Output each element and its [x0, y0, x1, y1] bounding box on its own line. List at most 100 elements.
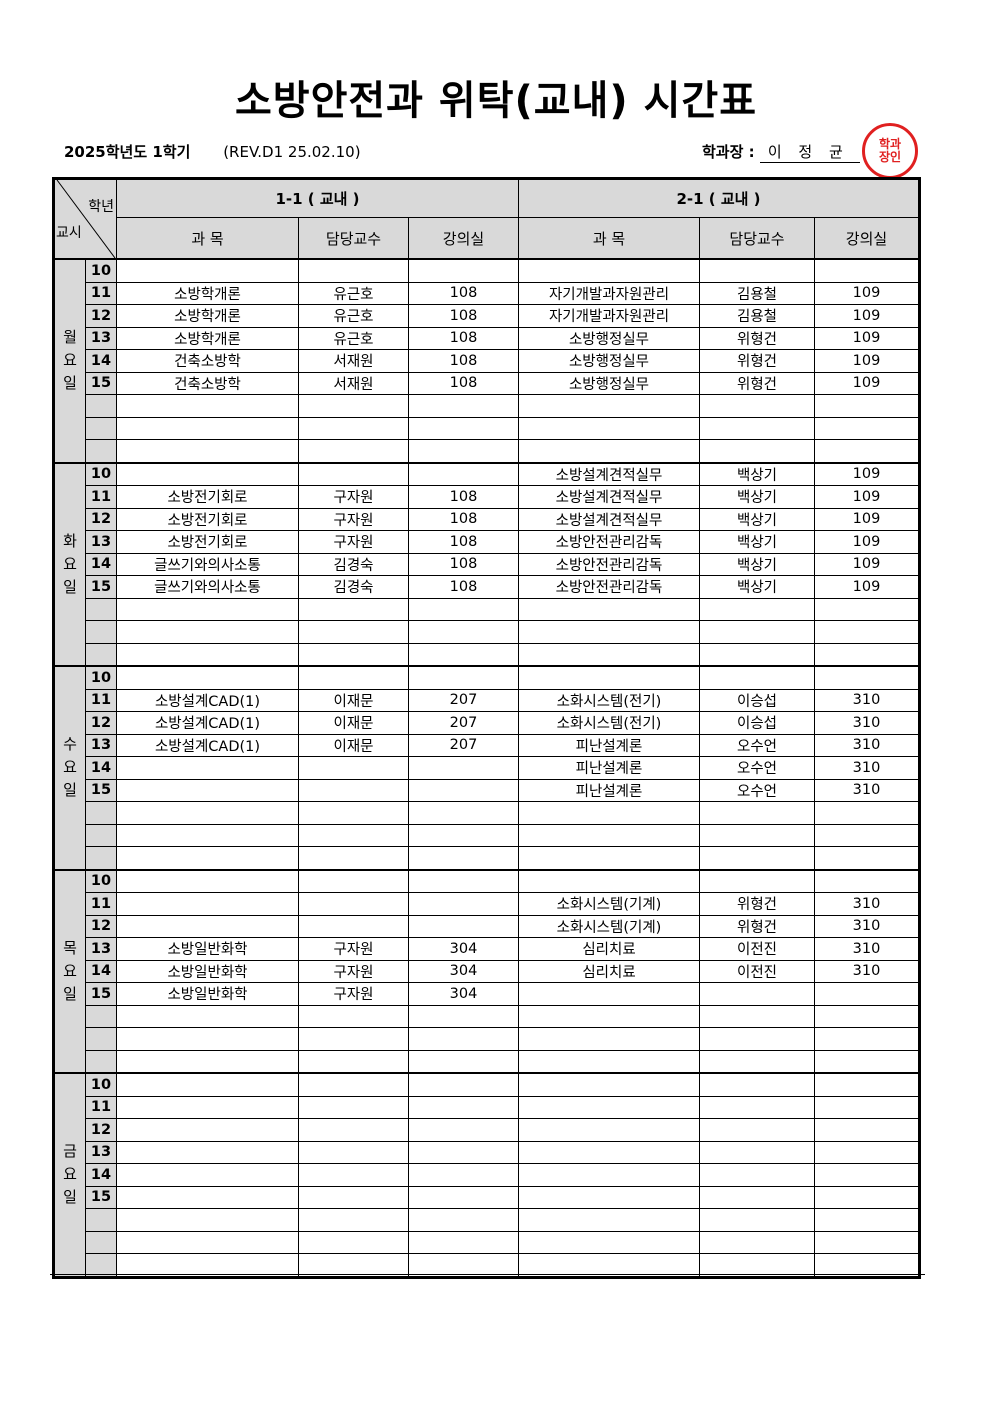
professor-1-1-cell — [298, 394, 409, 418]
room-2-1-cell — [814, 416, 920, 440]
professor-1-1-cell — [298, 914, 409, 938]
professor-2-1-cell — [699, 620, 815, 644]
table-row: 12 소방학개론 유근호 108 자기개발과자원관리 김용철 109 — [54, 304, 920, 328]
room-2-1-cell: 109 — [814, 461, 920, 486]
professor-1-1-cell — [298, 868, 409, 893]
subject-1-1-cell: 글쓰기와의사소통 — [116, 552, 299, 576]
room-1-1-cell: 108 — [408, 575, 519, 599]
subject-2-1-cell — [518, 1253, 700, 1278]
room-1-1-cell: 108 — [408, 371, 519, 395]
subject-1-1-cell: 건축소방학 — [116, 349, 299, 373]
subject-2-1-cell — [518, 1163, 700, 1187]
subject-2-1-cell: 소방안전관리감독 — [518, 530, 700, 554]
subject-2-1-cell: 소방행정실무 — [518, 371, 700, 395]
subject-2-1-cell: 자기개발과자원관리 — [518, 304, 700, 328]
day-cell: 목요일 — [53, 868, 86, 1074]
subject-2-1-cell: 소방행정실무 — [518, 349, 700, 373]
subject-1-1-cell: 소방학개론 — [116, 281, 299, 305]
period-cell — [85, 801, 117, 825]
table-row: 15 — [54, 1185, 920, 1209]
room-1-1-cell — [408, 1185, 519, 1209]
col-professor: 담당교수 — [699, 217, 815, 260]
period-cell: 12 — [85, 711, 117, 735]
room-1-1-cell: 108 — [408, 507, 519, 531]
subject-2-1-cell: 소방안전관리감독 — [518, 552, 700, 576]
professor-1-1-cell: 구자원 — [298, 959, 409, 983]
room-1-1-cell — [408, 1004, 519, 1028]
subject-2-1-cell: 자기개발과자원관리 — [518, 281, 700, 305]
subject-1-1-cell: 건축소방학 — [116, 371, 299, 395]
professor-1-1-cell — [298, 756, 409, 780]
professor-2-1-cell — [699, 1027, 815, 1051]
period-cell: 13 — [85, 937, 117, 961]
room-2-1-cell: 109 — [814, 349, 920, 373]
period-cell: 13 — [85, 1140, 117, 1164]
subject-2-1-cell: 심리치료 — [518, 937, 700, 961]
room-2-1-cell — [814, 801, 920, 825]
professor-1-1-cell: 김경숙 — [298, 575, 409, 599]
table-row — [54, 1230, 920, 1254]
professor-2-1-cell — [699, 1072, 815, 1097]
table-row: 11 — [54, 1095, 920, 1119]
table-row: 14 피난설계론 오수언 310 — [54, 756, 920, 780]
subject-2-1-cell — [518, 1230, 700, 1254]
subject-1-1-cell: 소방설계CAD(1) — [116, 733, 299, 757]
table-row: 12 — [54, 1118, 920, 1142]
table-row: 14 — [54, 1163, 920, 1187]
professor-2-1-cell: 백상기 — [699, 530, 815, 554]
period-cell: 10 — [85, 1072, 117, 1097]
professor-2-1-cell — [699, 416, 815, 440]
subject-2-1-cell — [518, 416, 700, 440]
day-label: 금요일 — [63, 1142, 77, 1207]
day-cell: 수요일 — [53, 665, 86, 870]
room-1-1-cell: 108 — [408, 326, 519, 350]
room-2-1-cell — [814, 597, 920, 621]
professor-2-1-cell: 백상기 — [699, 575, 815, 599]
room-1-1-cell — [408, 914, 519, 938]
table-row: 12 소화시스템(기계) 위형건 310 — [54, 914, 920, 938]
professor-2-1-cell — [699, 394, 815, 418]
professor-2-1-cell — [699, 1049, 815, 1074]
professor-2-1-cell: 이승섭 — [699, 711, 815, 735]
chair-label: 학과장 : — [702, 143, 755, 161]
professor-1-1-cell: 구자원 — [298, 530, 409, 554]
professor-2-1-cell: 위형건 — [699, 326, 815, 350]
period-cell — [85, 1208, 117, 1232]
professor-1-1-cell — [298, 1004, 409, 1028]
subject-1-1-cell — [116, 1208, 299, 1232]
room-1-1-cell — [408, 1230, 519, 1254]
professor-1-1-cell — [298, 823, 409, 847]
room-2-1-cell — [814, 846, 920, 870]
subject-1-1-cell — [116, 1027, 299, 1051]
professor-1-1-cell — [298, 642, 409, 667]
professor-1-1-cell: 구자원 — [298, 937, 409, 961]
table-row — [54, 439, 920, 463]
professor-2-1-cell: 백상기 — [699, 485, 815, 509]
subject-1-1-cell: 글쓰기와의사소통 — [116, 575, 299, 599]
subject-2-1-cell — [518, 642, 700, 667]
period-cell: 15 — [85, 1185, 117, 1209]
room-2-1-cell: 310 — [814, 711, 920, 735]
table-row: 13 소방학개론 유근호 108 소방행정실무 위형건 109 — [54, 326, 920, 350]
subject-1-1-cell — [116, 258, 299, 283]
professor-2-1-cell — [699, 1095, 815, 1119]
professor-2-1-cell — [699, 642, 815, 667]
professor-1-1-cell — [298, 597, 409, 621]
professor-1-1-cell — [298, 778, 409, 802]
subject-1-1-cell: 소방전기회로 — [116, 530, 299, 554]
professor-2-1-cell: 이전진 — [699, 959, 815, 983]
period-cell: 13 — [85, 733, 117, 757]
room-2-1-cell: 310 — [814, 914, 920, 938]
timetable: 학년 교시 1-1 ( 교내 ) 2-1 ( 교내 ) 과 목 담당교수 강의실… — [52, 177, 921, 1279]
subject-1-1-cell — [116, 1253, 299, 1278]
professor-1-1-cell: 유근호 — [298, 304, 409, 328]
room-2-1-cell — [814, 1027, 920, 1051]
room-1-1-cell — [408, 1253, 519, 1278]
subject-1-1-cell — [116, 642, 299, 667]
table-row: 15 피난설계론 오수언 310 — [54, 778, 920, 802]
subject-2-1-cell — [518, 1072, 700, 1097]
table-row: 13 — [54, 1140, 920, 1164]
professor-1-1-cell — [298, 1072, 409, 1097]
table-row: 12 소방설계CAD(1) 이재문 207 소화시스템(전기) 이승섭 310 — [54, 711, 920, 735]
subject-1-1-cell — [116, 394, 299, 418]
